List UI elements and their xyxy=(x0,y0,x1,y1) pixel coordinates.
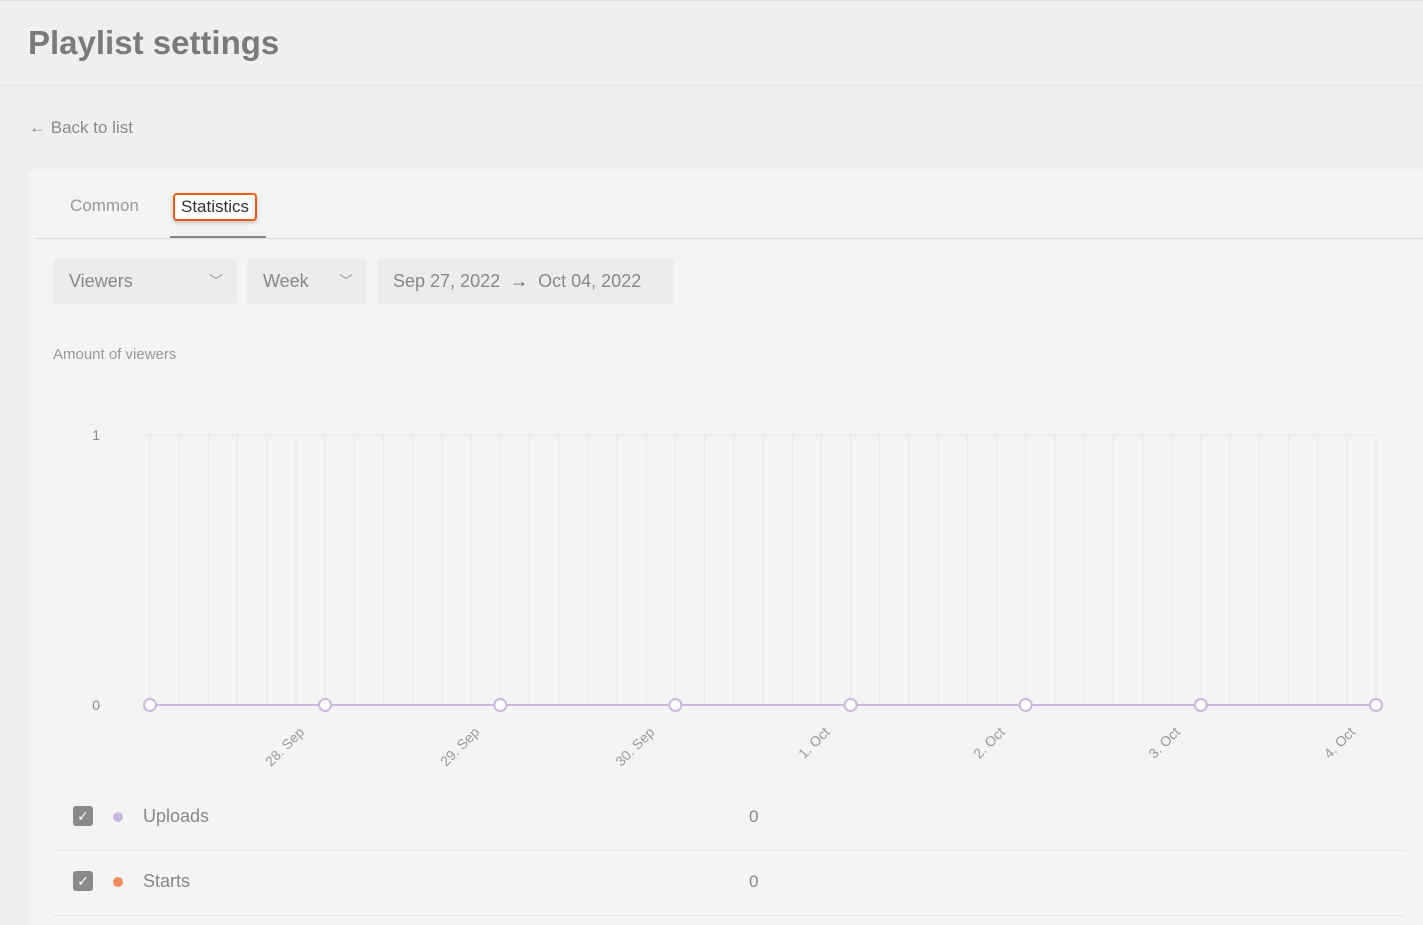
statistics-card: Common Statistics Viewers ﹀ Week ﹀ Sep 27,… xyxy=(28,171,1423,925)
period-select[interactable]: Week ﹀ xyxy=(247,259,367,304)
x-tick-label: 28. Sep xyxy=(262,724,308,770)
data-point xyxy=(668,698,683,712)
uploads-checkbox[interactable]: ✓ xyxy=(73,806,93,826)
back-label: Back to list xyxy=(50,118,133,137)
data-point xyxy=(1193,698,1208,712)
x-tick-label: 1. Oct xyxy=(795,724,833,762)
arrow-right-icon: → xyxy=(510,271,529,291)
x-tick-label: 2. Oct xyxy=(970,724,1008,762)
x-tick-label: 3. Oct xyxy=(1145,724,1183,762)
starts-color-dot xyxy=(113,877,123,887)
tabs: Common Statistics xyxy=(34,171,1423,239)
uploads-value: 0 xyxy=(749,807,759,826)
tab-common[interactable]: Common xyxy=(70,196,139,215)
starts-checkbox[interactable]: ✓ xyxy=(73,871,93,891)
chevron-down-icon: ﹀ xyxy=(209,273,223,289)
data-point xyxy=(843,698,858,712)
metric-select[interactable]: Viewers ﹀ xyxy=(53,259,237,304)
chart-title: Amount of viewers xyxy=(53,346,177,363)
back-to-list-link[interactable]: ← Back to list xyxy=(29,118,133,138)
viewers-line-chart: 0 1 28. Sep 29. Sep 30. Sep 1. Oct 2. Oct 3. Oc… xyxy=(92,427,1383,770)
x-tick-label: 30. Sep xyxy=(612,724,658,770)
metric-value: Viewers xyxy=(69,271,133,291)
date-to: Oct 04, 2022 xyxy=(538,271,642,291)
date-from: Sep 27, 2022 xyxy=(393,271,501,291)
period-value: Week xyxy=(263,271,309,291)
y-tick-label: 1 xyxy=(92,427,100,443)
uploads-label: Uploads xyxy=(143,806,210,826)
active-tab-indicator xyxy=(170,236,266,238)
data-point xyxy=(143,698,157,712)
starts-label: Starts xyxy=(143,871,191,891)
data-point xyxy=(1018,698,1033,712)
arrow-left-icon: ← xyxy=(29,118,46,137)
x-tick-label: 4. Oct xyxy=(1320,724,1358,762)
uploads-color-dot xyxy=(113,812,123,822)
data-point xyxy=(1369,698,1383,712)
starts-value: 0 xyxy=(749,872,759,891)
tab-statistics[interactable]: Statistics xyxy=(173,193,258,221)
legend-row-starts: ✓ Starts 0 xyxy=(53,851,1405,916)
x-tick-label: 29. Sep xyxy=(437,724,483,770)
legend-row-uploads: ✓ Uploads 0 xyxy=(53,786,1405,851)
page-header xyxy=(0,0,1423,86)
data-point xyxy=(493,698,508,712)
y-tick-label: 0 xyxy=(92,697,100,713)
page-title: Playlist settings xyxy=(28,24,280,61)
chevron-down-icon: ﹀ xyxy=(339,273,353,289)
data-point xyxy=(318,698,333,712)
date-range-picker[interactable]: Sep 27, 2022 → Oct 04, 2022 xyxy=(377,259,674,304)
